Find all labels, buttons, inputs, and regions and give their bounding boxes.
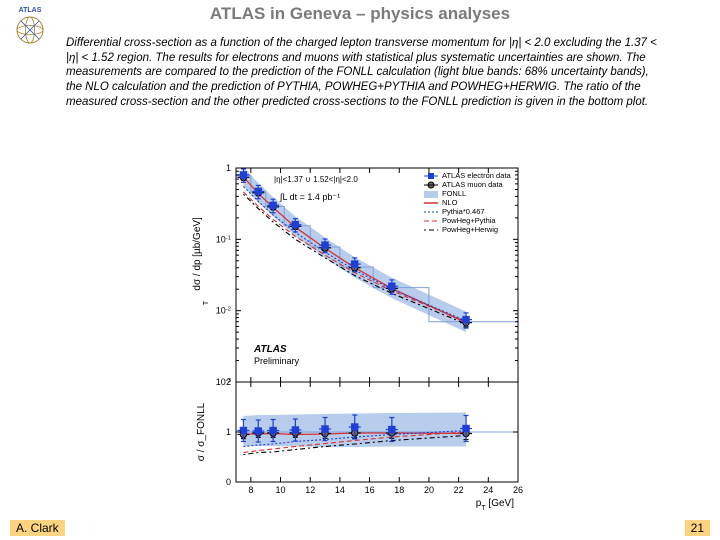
svg-text:16: 16 [365,485,375,495]
svg-text:10-1: 10-1 [216,234,231,244]
svg-text:0: 0 [226,477,231,487]
svg-text:1: 1 [226,427,231,437]
svg-text:24: 24 [483,485,493,495]
svg-text:[µb/GeV]: [µb/GeV] [192,217,203,257]
svg-text:σ / σ_FONLL: σ / σ_FONLL [196,402,207,461]
svg-text:12: 12 [305,485,315,495]
page-title: ATLAS in Geneva – physics analyses [0,4,720,24]
svg-text:dσ / dp: dσ / dp [192,259,203,291]
svg-text:8: 8 [248,485,253,495]
svg-text:2: 2 [226,377,231,387]
svg-text:14: 14 [335,485,345,495]
svg-text:1: 1 [226,164,231,173]
svg-text:pT [GeV]: pT [GeV] [476,498,514,510]
svg-text:|η|<1.37 ∪ 1.52<|η|<2.0: |η|<1.37 ∪ 1.52<|η|<2.0 [274,175,358,184]
svg-text:10-2: 10-2 [216,306,231,316]
svg-text:Preliminary: Preliminary [254,356,300,366]
svg-text:Pythia*0.467: Pythia*0.467 [442,207,485,216]
page-number: 21 [685,520,710,536]
svg-text:ATLAS muon data: ATLAS muon data [442,180,504,189]
cross-section-chart: 10-310-210-118101214161820222426dσ / dpT… [186,164,536,510]
author-label: A. Clark [10,520,65,536]
svg-text:∫L dt = 1.4 pb⁻¹: ∫L dt = 1.4 pb⁻¹ [279,192,340,202]
svg-text:PowHeg+Herwig: PowHeg+Herwig [442,225,498,234]
svg-text:NLO: NLO [442,198,458,207]
svg-text:T: T [203,300,210,305]
svg-text:20: 20 [424,485,434,495]
svg-text:ATLAS electron data: ATLAS electron data [442,171,511,180]
svg-text:18: 18 [394,485,404,495]
svg-text:10: 10 [276,485,286,495]
svg-text:FONLL: FONLL [442,189,466,198]
svg-text:26: 26 [513,485,523,495]
svg-text:22: 22 [454,485,464,495]
description-text: Differential cross-section as a function… [66,36,662,110]
svg-text:PowHeg+Pythia: PowHeg+Pythia [442,216,496,225]
svg-text:ATLAS: ATLAS [253,344,287,355]
